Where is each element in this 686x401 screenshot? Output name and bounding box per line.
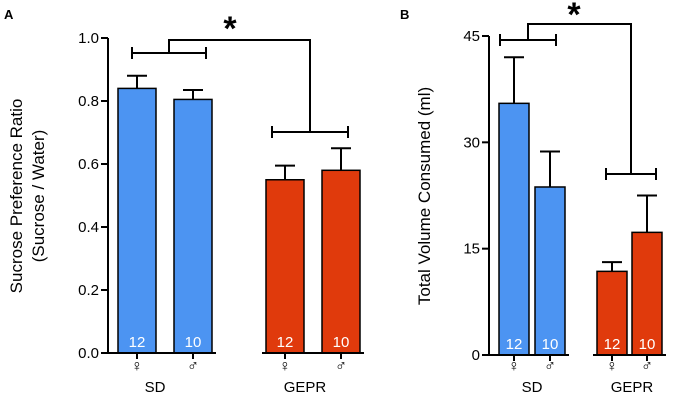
panel-a-group-label: SD (145, 379, 166, 396)
panel-b-sex-label: ♂ (544, 358, 556, 375)
panel-a-significance-star: * (223, 10, 237, 48)
panel-a-y-tick-label: 0.8 (78, 93, 99, 110)
panel-a-bar (265, 179, 305, 354)
panel-a-sex-label: ♂ (187, 358, 199, 375)
panel-b-bar (498, 102, 530, 356)
panel-a-bar (173, 98, 213, 354)
panel-a-group-label: GEPR (284, 379, 327, 396)
panel-a-bracket-connector (168, 39, 311, 132)
panel-b-bracket-connector (527, 23, 632, 174)
panel-a-chart: 0.0 0.2 0.4 0.6 0.8 1.0 12 ♀ 10 ♂ 12 ♀ 10 ♂ SD GEPR * (78, 10, 364, 396)
panel-a-y-tick-label: 0.6 (78, 156, 99, 173)
panel-b-bar-n-label: 12 (506, 336, 523, 353)
panel-b-sex-label: ♀ (606, 358, 618, 375)
panel-a-y-tick-label: 0.4 (78, 219, 99, 236)
panel-a-ylabel-line2: (Sucrose / Water) (29, 130, 48, 263)
panel-b-bar-n-label: 12 (604, 336, 621, 353)
panel-a-bar-n-label: 10 (333, 334, 350, 351)
panel-b-sex-label: ♂ (641, 358, 653, 375)
panel-a-ylabel-line1: Sucrose Preference Ratio (7, 99, 26, 294)
panel-a-y-tick-label: 0.2 (78, 282, 99, 299)
panel-b-sex-label: ♀ (508, 358, 520, 375)
panel-a-bar (117, 87, 157, 354)
panel-b-group-label: SD (522, 379, 543, 396)
panel-b-bar (631, 231, 663, 356)
panel-b-y-tick-label: 15 (463, 241, 480, 258)
panel-b-y-tick-label: 45 (463, 28, 480, 45)
panel-b-letter: B (400, 7, 409, 22)
panel-a-y-tick-label: 0.0 (78, 345, 99, 362)
panel-a-bar-n-label: 12 (129, 334, 146, 351)
panel-b-y-tick-label: 30 (463, 134, 480, 151)
panel-b-bar-n-label: 10 (542, 336, 559, 353)
panel-a-bar (321, 169, 361, 354)
panel-a-sex-label: ♀ (279, 358, 291, 375)
panel-a-sex-label: ♂ (335, 358, 347, 375)
panel-b-significance-star: * (567, 0, 581, 34)
panel-b-bar-n-label: 10 (639, 336, 656, 353)
panel-b-group-label: GEPR (611, 379, 654, 396)
panel-a-sex-label: ♀ (131, 358, 143, 375)
panel-b-bar (534, 186, 566, 356)
panel-a-bar-n-label: 12 (277, 334, 294, 351)
panel-a-letter: A (4, 7, 14, 22)
panel-b-y-tick-label: 0 (472, 347, 480, 364)
panel-a-bar-n-label: 10 (185, 334, 202, 351)
panel-b-ylabel: Total Volume Consumed (ml) (415, 87, 434, 305)
panel-a-y-tick-label: 1.0 (78, 30, 99, 47)
